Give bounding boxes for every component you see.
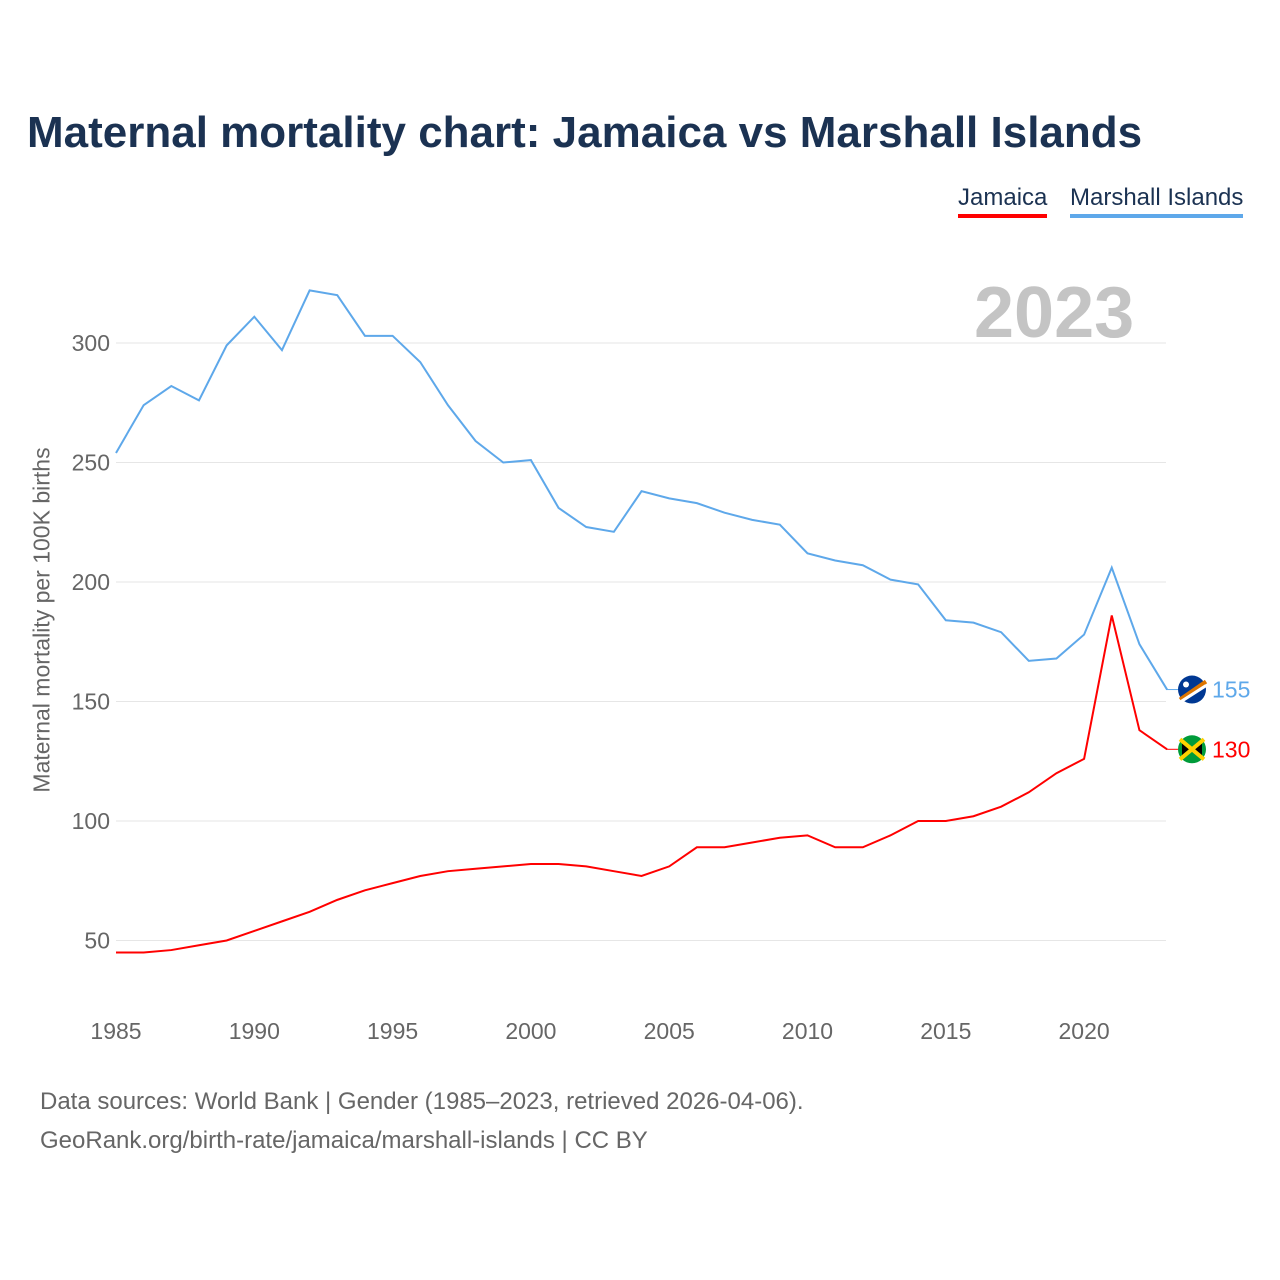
marshall-flag-stripe	[1180, 684, 1207, 703]
y-tick-label: 250	[72, 450, 110, 476]
y-tick-label: 200	[72, 569, 110, 595]
x-tick-label: 2015	[920, 1018, 971, 1044]
x-tick-label: 2010	[782, 1018, 833, 1044]
year-label: 2023	[974, 273, 1135, 353]
x-tick-label: 2020	[1059, 1018, 1110, 1044]
y-tick-label: 300	[72, 330, 110, 356]
x-tick-label: 1985	[90, 1018, 141, 1044]
end-value-label: 130	[1212, 736, 1250, 762]
x-tick-label: 2000	[505, 1018, 556, 1044]
chart-title: Maternal mortality chart: Jamaica vs Mar…	[27, 108, 1143, 157]
marshall-flag-star	[1183, 681, 1189, 688]
x-tick-label: 2005	[644, 1018, 695, 1044]
legend-jamaica[interactable]: Jamaica	[958, 184, 1048, 218]
end-value-label: 155	[1212, 677, 1250, 703]
series-line-jamaica	[116, 615, 1168, 954]
marshall-flag-stripe	[1178, 679, 1208, 702]
y-tick-label: 100	[72, 808, 110, 834]
jamaica-flag-icon-cross	[1178, 737, 1206, 761]
footer-sources: Data sources: World Bank | Gender (1985–…	[40, 1088, 804, 1115]
legend-marshall-islands[interactable]: Marshall Islands	[1070, 184, 1244, 218]
y-tick-label: 50	[84, 928, 110, 954]
series-line-marshall-islands	[115, 289, 1168, 691]
y-tick-label: 150	[72, 689, 110, 715]
x-tick-label: 1990	[229, 1018, 280, 1044]
x-tick-label: 1995	[367, 1018, 418, 1044]
footer-link[interactable]: GeoRank.org/birth-rate/jamaica/marshall-…	[40, 1127, 648, 1154]
